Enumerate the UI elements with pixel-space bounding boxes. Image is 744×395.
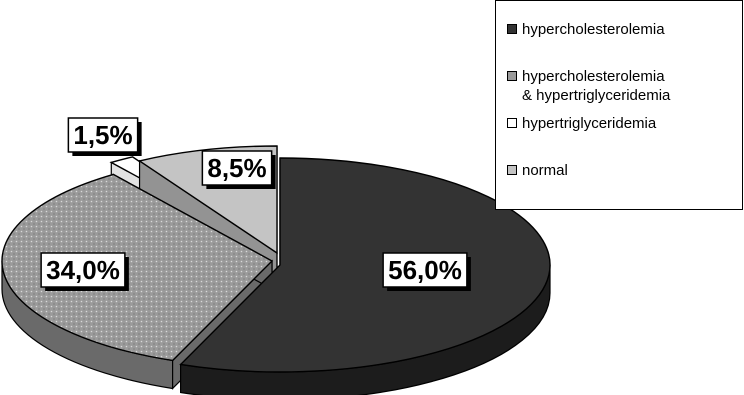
pie-slice — [179, 157, 551, 395]
legend-label: hypercholesterolemia — [522, 21, 665, 38]
legend: hypercholesterolemia hypercholesterolemi… — [495, 0, 743, 210]
data-label: 8,5% — [201, 150, 276, 189]
data-label: 1,5% — [67, 117, 142, 156]
legend-label: hypertriglyceridemia — [522, 115, 657, 132]
legend-label: normal — [522, 162, 568, 179]
legend-swatch-icon — [507, 71, 517, 81]
legend-item: hypertriglyceridemia — [507, 114, 657, 133]
legend-item: hypercholesterolemia & hypertriglyceride… — [507, 67, 671, 105]
svg-text:8,5%: 8,5% — [207, 153, 266, 183]
svg-text:1,5%: 1,5% — [73, 120, 132, 150]
legend-swatch-icon — [507, 24, 517, 34]
svg-text:56,0%: 56,0% — [388, 255, 462, 285]
legend-item: normal — [507, 161, 568, 180]
legend-item: hypercholesterolemia — [507, 20, 665, 39]
data-label: 34,0% — [40, 252, 129, 291]
legend-swatch-icon — [507, 118, 517, 128]
svg-text:34,0%: 34,0% — [46, 255, 120, 285]
legend-label: hypercholesterolemia & hypertriglyceride… — [522, 68, 671, 104]
data-label: 56,0% — [382, 252, 471, 291]
legend-swatch-icon — [507, 165, 517, 175]
